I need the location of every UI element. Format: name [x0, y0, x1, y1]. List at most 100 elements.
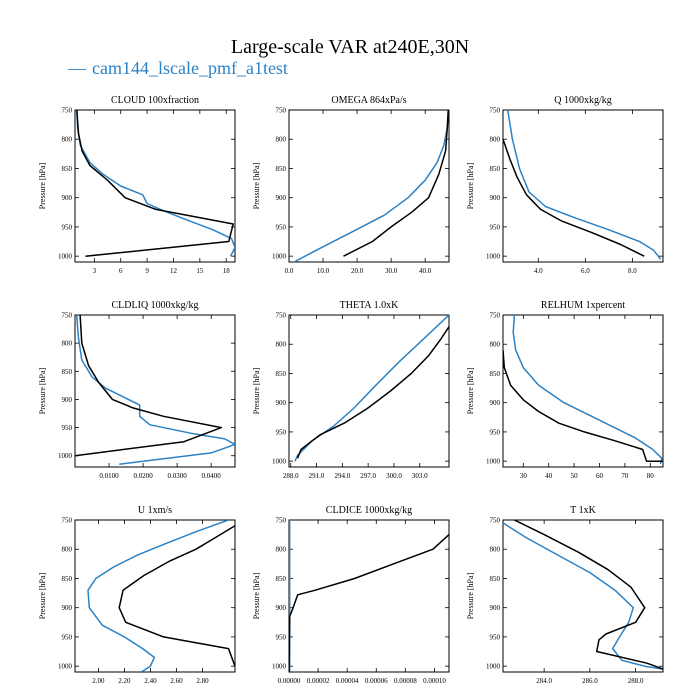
- panel-9-title: T 1xK: [570, 505, 596, 516]
- panel-6-xtick-label: 70: [621, 472, 629, 480]
- panel-7-ytick-label: 950: [62, 633, 73, 641]
- panel-3: Q 1000xkg/kg Pressure [hPa] 750 800 850 900 95…: [466, 95, 664, 275]
- panel-3-ytick-label: 950: [490, 223, 501, 231]
- panel-1-ytick-label: 950: [62, 223, 73, 231]
- panel-1-xtick-label: 12: [170, 267, 178, 275]
- panel-8-xtick-label: 0.00008: [394, 677, 417, 685]
- panel-8: CLDICE 1000xkg/kg Pressure [hPa] 750 800 850…: [252, 505, 450, 685]
- panel-7: U 1xm/s Pressure [hPa] 750 800 850 900 950 1000…: [38, 505, 236, 685]
- panel-2-ylabel: Pressure [hPa]: [252, 162, 261, 209]
- panel-7-xtick-label: 2.80: [196, 677, 209, 685]
- panel-2-frame: [288, 109, 450, 263]
- panel-2-xtick-label: 10.0: [317, 267, 330, 275]
- panel-7-ytick-label: 800: [62, 546, 73, 554]
- figure-title: Large-scale VAR at240E,30N: [230, 36, 470, 58]
- panel-4-ylabel: Pressure [hPa]: [38, 367, 47, 414]
- panel-1-title: CLOUD 100xfraction: [111, 95, 199, 106]
- legend-line-swatch: —: [68, 58, 86, 78]
- panel-4-ytick-label: 750: [62, 312, 73, 320]
- panel-6-frame: [502, 314, 664, 468]
- panel-8-ytick-label: 950: [276, 633, 287, 641]
- panel-1-series-obs-line: [76, 110, 234, 257]
- panel-2-xtick-label: 20.0: [351, 267, 364, 275]
- panel-3-series-obs-line: [503, 138, 645, 257]
- panel-8-ytick-label: 750: [276, 517, 287, 525]
- panel-6-ytick-label: 900: [490, 399, 501, 407]
- panel-9-ytick-label: 950: [490, 633, 501, 641]
- panel-9-frame: [502, 519, 664, 673]
- panel-2-ytick-label: 750: [276, 107, 287, 115]
- panel-7-xtick-label: 2.40: [144, 677, 157, 685]
- panel-7-ytick-label: 750: [62, 517, 73, 525]
- panel-1-ytick-label: 750: [62, 107, 73, 115]
- panel-1-frame: [74, 109, 236, 263]
- panel-3-title: Q 1000xkg/kg: [554, 95, 612, 106]
- panel-7-ytick-label: 900: [62, 604, 73, 612]
- panel-5-ylabel: Pressure [hPa]: [252, 367, 261, 414]
- panel-5-ytick-label: 850: [276, 370, 287, 378]
- panel-4-ytick-label: 900: [62, 396, 73, 404]
- panel-4-ytick-label: 850: [62, 368, 73, 376]
- panel-2: OMEGA 864xPa/s Pressure [hPa] 750 800 850 900…: [252, 95, 450, 275]
- panel-4-frame: [74, 314, 236, 468]
- panel-7-ylabel: Pressure [hPa]: [38, 572, 47, 619]
- panel-4-ytick-label: 1000: [58, 452, 73, 460]
- panel-2-xtick-label: 40.0: [419, 267, 432, 275]
- panel-3-series-case-line: [506, 110, 662, 260]
- panel-1: CLOUD 100xfraction Pressure [hPa] 750 800 85…: [38, 95, 236, 275]
- panel-5-xtick-label: 288.0: [283, 472, 299, 480]
- panel-6-series-obs-line: [503, 350, 663, 462]
- panel-4-ytick-label: 800: [62, 340, 73, 348]
- panel-5-xtick-label: 303.0: [412, 472, 428, 480]
- panel-3-ytick-label: 900: [490, 194, 501, 202]
- panel-6-series-case-line: [512, 315, 663, 465]
- panel-6: RELHUM 1xpercent Pressure [hPa] 750 800 850 9…: [466, 300, 664, 480]
- panel-9-ytick-label: 850: [490, 575, 501, 583]
- panel-5-series-obs-line: [296, 326, 449, 459]
- panel-6-xtick-label: 40: [545, 472, 553, 480]
- panel-3-frame: [502, 109, 664, 263]
- panel-7-xtick-label: 2.00: [92, 677, 105, 685]
- panel-7-xtick-label: 2.20: [118, 677, 131, 685]
- panel-8-ytick-label: 850: [276, 575, 287, 583]
- panel-2-title: OMEGA 864xPa/s: [331, 95, 406, 106]
- panel-1-ylabel: Pressure [hPa]: [38, 162, 47, 209]
- panel-1-xtick-label: 18: [223, 267, 231, 275]
- panel-8-series-obs-line: [289, 534, 449, 672]
- panel-6-ytick-label: 750: [490, 312, 501, 320]
- panel-9-series-case-line: [503, 522, 663, 670]
- panel-8-xtick-label: 0.00004: [336, 677, 359, 685]
- panel-8-ytick-label: 900: [276, 604, 287, 612]
- panel-6-ytick-label: 1000: [486, 458, 501, 466]
- panel-3-ytick-label: 800: [490, 136, 501, 144]
- panel-9: T 1xK Pressure [hPa] 750 800 850 900 950 1000 28…: [466, 505, 664, 685]
- panel-1-ytick-label: 900: [62, 194, 73, 202]
- panel-9-ytick-label: 750: [490, 517, 501, 525]
- panel-4-title: CLDLIQ 1000xkg/kg: [112, 300, 199, 311]
- panel-4-xtick-label: 0.0300: [168, 472, 188, 480]
- panel-1-xtick-label: 6: [119, 267, 123, 275]
- panel-2-series-obs-line: [343, 110, 449, 257]
- panel-1-ytick-label: 1000: [58, 253, 73, 261]
- panel-2-ytick-label: 850: [276, 165, 287, 173]
- panel-6-title: RELHUM 1xpercent: [541, 300, 625, 311]
- panel-7-series-case-line: [87, 520, 229, 672]
- panel-9-xtick-label: 286.0: [582, 677, 598, 685]
- panel-5-xtick-label: 300.0: [386, 472, 402, 480]
- panel-1-xtick-label: 3: [93, 267, 97, 275]
- panel-5-title: THETA 1.0xK: [340, 300, 399, 311]
- panel-7-xtick-label: 2.60: [170, 677, 183, 685]
- panel-2-ytick-label: 1000: [272, 253, 287, 261]
- panel-2-series-case-line: [292, 110, 449, 262]
- panel-3-xtick-label: 8.0: [628, 267, 637, 275]
- panel-9-ylabel: Pressure [hPa]: [466, 572, 475, 619]
- panel-4-series-obs-line: [75, 315, 223, 457]
- panel-6-xtick-label: 30: [520, 472, 528, 480]
- panel-8-ytick-label: 800: [276, 546, 287, 554]
- panel-4-ytick-label: 950: [62, 424, 73, 432]
- panel-3-ytick-label: 1000: [486, 253, 501, 261]
- panel-9-ytick-label: 900: [490, 604, 501, 612]
- panel-5-ytick-label: 750: [276, 312, 287, 320]
- panel-2-xtick-label: 30.0: [385, 267, 398, 275]
